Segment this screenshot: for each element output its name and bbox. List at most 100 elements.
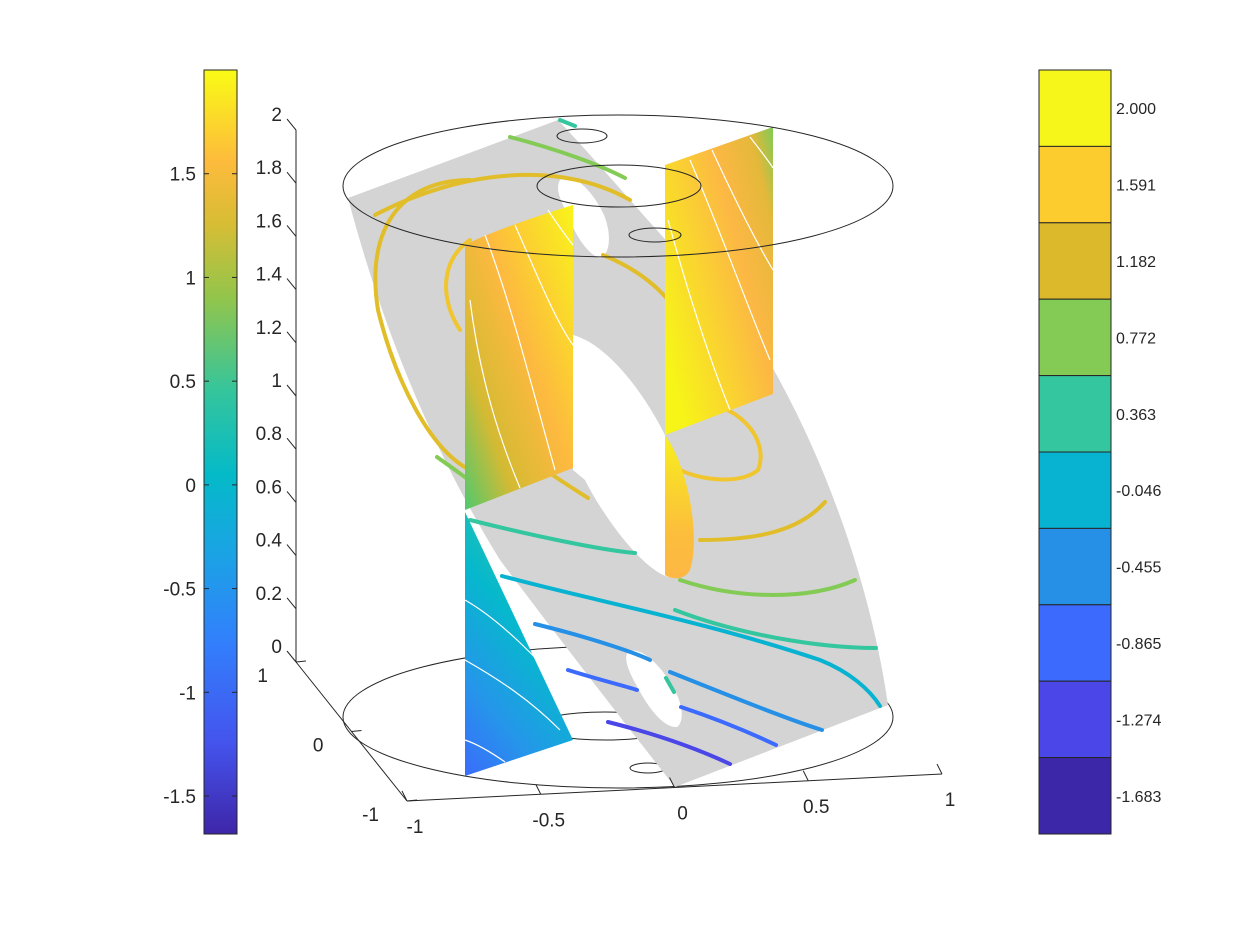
colorbar-right-level-block (1038, 680, 1112, 759)
x-tick-label: -0.5 (532, 810, 565, 831)
x-axis: -1 -0.5 0 0.5 1 (401, 763, 956, 838)
y-axis: -1 0 1 (257, 660, 418, 826)
colorbar-left-tick-label: -0.5 (163, 580, 196, 601)
cylinder-top-small-ring-1 (556, 128, 608, 144)
contour-indigo-1 (606, 720, 732, 766)
colorbar-left-tick-label: -1 (179, 683, 196, 704)
contour-blue-3 (566, 668, 639, 692)
slice-right-contour-3 (749, 136, 774, 169)
colorbar-right-level-block (1038, 451, 1112, 529)
slice-left-contour-1 (484, 234, 556, 471)
cylinder-top-ring (342, 114, 894, 258)
colorbar-left-bar (203, 69, 238, 835)
cylinder-top-small-ring-2 (628, 227, 682, 243)
x-tick-mark (401, 790, 408, 802)
colorbar-right-level-label: 1.591 (1116, 178, 1156, 195)
z-tick-mark (286, 225, 297, 237)
z-tick-mark (286, 331, 297, 344)
z-tick-mark (286, 491, 297, 503)
plane-hole-top (557, 177, 609, 258)
z-tick-label: 0.6 (256, 477, 282, 498)
x-tick-mark (936, 763, 943, 775)
slice-left-lower (465, 512, 573, 776)
contour-green-3 (678, 578, 857, 597)
colorbar-right: 2.000 1.591 1.182 0.772 0.363 -0.046 -0.455 -0.… (1038, 69, 1161, 835)
contour-teal-small (664, 676, 676, 694)
colorbar-right-level-label: -0.865 (1116, 636, 1161, 653)
contour-yellow-2 (444, 238, 472, 332)
z-tick-label: 1.2 (256, 318, 282, 339)
contour-teal-1 (558, 118, 577, 128)
slice-lower-contour-1 (464, 599, 574, 701)
colorbar-right-level-label: -1.274 (1116, 712, 1161, 729)
plane-contours (373, 118, 882, 766)
x-tick-label: 0 (677, 804, 688, 825)
z-tick-label: 1.8 (256, 158, 282, 179)
y-tick-label: 0 (313, 736, 324, 757)
colorbar-right-level-block (1038, 298, 1112, 377)
colorbar-right-level-label: -1.683 (1116, 789, 1161, 806)
colorbar-right-level-block (1038, 604, 1112, 682)
colorbar-left-tick-label: 1.5 (170, 165, 196, 186)
contour-blue-4 (679, 705, 778, 747)
z-axis: 0 0.2 0.4 0.6 0.8 1 1.2 1.4 1.6 1.8 2 (256, 105, 297, 663)
contour-blue-1 (533, 622, 652, 662)
slice-right-strip (665, 435, 694, 579)
contour-yellow-outer (373, 178, 472, 472)
contour-green-1 (508, 135, 627, 180)
z-tick-label: 1.4 (256, 265, 283, 286)
z-tick-mark (286, 384, 297, 397)
contour-yellow-1 (373, 172, 632, 217)
z-tick-label: 0.8 (256, 424, 282, 445)
colorbar-right-level-label: 2.000 (1116, 101, 1156, 118)
contour-teal-2 (468, 518, 637, 555)
colorbar-right-level-block (1038, 69, 1112, 147)
z-tick-label: 0.2 (256, 584, 282, 605)
slice-left-contour-2 (469, 299, 521, 489)
slice-right-contour-4 (667, 219, 731, 411)
slice-contours (464, 136, 774, 763)
colorbar-right-level-label: -0.046 (1116, 483, 1161, 500)
x-tick-label: -1 (407, 817, 424, 838)
z-tick-mark (286, 544, 297, 556)
slice-left-contour-3 (514, 224, 574, 346)
z-tick-label: 0.4 (256, 531, 283, 552)
z-tick-mark (286, 171, 297, 184)
z-tick-mark (286, 118, 297, 131)
y-tick-label: -1 (362, 805, 379, 826)
plot-3d: 0 0.2 0.4 0.6 0.8 1 1.2 1.4 1.6 1.8 2 -1 0 1 -1 -0.5 0… (256, 105, 956, 838)
contour-cyan-1 (500, 574, 882, 708)
x-tick-mark (535, 784, 542, 795)
slice-left-upper (465, 205, 573, 510)
x-tick-mark (802, 770, 809, 781)
z-tick-label: 2 (271, 105, 282, 126)
colorbar-right-level-block (1038, 757, 1112, 835)
slice-lower-contour-3 (464, 739, 506, 763)
z-tick-label: 1.6 (256, 211, 282, 232)
x-tick-label: 1 (945, 790, 956, 811)
plane-hole (573, 335, 689, 579)
colorbar-left-tick-label: 1 (185, 268, 196, 289)
slice-left-contour-4 (547, 209, 574, 246)
colorbar-right-frame (1038, 69, 1112, 835)
plane-hole-bottom (626, 650, 682, 728)
z-tick-mark (286, 437, 297, 450)
colorbar-left: -1.5 -1 -0.5 0 0.5 1 1.5 (163, 69, 238, 835)
z-tick-label: 1 (271, 371, 282, 392)
colorbar-right-level-block (1038, 375, 1112, 453)
slice-lower-contour-2 (464, 659, 561, 731)
z-tick-mark (286, 650, 297, 663)
slice-right-contour-2 (711, 149, 774, 271)
z-tick-mark (286, 278, 297, 290)
slice-right-upper (665, 127, 773, 435)
y-tick-mark (351, 730, 362, 732)
y-tick-label: 1 (257, 666, 268, 687)
contour-teal-3 (673, 608, 878, 650)
colorbar-left-tick-label: 0.5 (170, 372, 196, 393)
y-tick-mark (295, 660, 307, 663)
colorbar-right-level-label: -0.455 (1116, 560, 1161, 577)
colorbar-right-level-block (1038, 527, 1112, 606)
colorbar-right-level-label: 0.772 (1116, 330, 1156, 347)
colorbar-right-level-label: 0.363 (1116, 407, 1156, 424)
